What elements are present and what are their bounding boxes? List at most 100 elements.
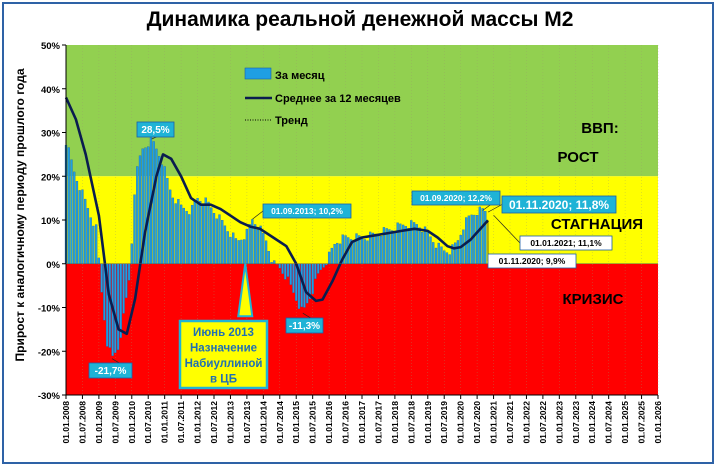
month-bar — [448, 254, 451, 264]
month-bar — [75, 180, 79, 264]
callout-arrow — [237, 263, 254, 318]
month-bar — [360, 237, 364, 264]
month-bar — [201, 204, 205, 264]
month-bar — [188, 214, 191, 264]
legend-label-bars: За месяц — [275, 70, 325, 82]
x-tick-label: 01.01.2013 — [225, 401, 235, 444]
month-bar — [166, 178, 169, 264]
month-bar — [327, 251, 331, 264]
month-bar — [432, 242, 435, 264]
month-bar — [388, 229, 391, 264]
month-bar — [423, 226, 427, 264]
month-bar — [286, 263, 290, 277]
x-tick-label: 01.01.2011 — [160, 401, 170, 443]
month-bar — [138, 155, 142, 264]
annotation-box — [501, 195, 617, 214]
month-bar — [207, 201, 210, 264]
month-bar — [215, 218, 218, 264]
annotation-box — [519, 235, 613, 251]
month-bar — [465, 217, 468, 264]
month-bar — [86, 208, 90, 264]
month-bar — [355, 233, 358, 264]
legend-label-avg: Среднее за 12 месяцев — [275, 93, 401, 105]
month-bar — [160, 164, 164, 264]
month-bar — [363, 239, 366, 264]
month-bar — [243, 239, 246, 264]
month-bar — [232, 232, 235, 264]
month-bar — [322, 263, 325, 268]
month-bar — [240, 239, 243, 264]
x-tick-label: 01.01.2010 — [127, 401, 137, 444]
month-bar — [473, 214, 476, 264]
x-tick-label: 01.07.2017 — [373, 401, 383, 444]
y-tick-label: -20% — [38, 347, 61, 358]
x-tick-label: 01.01.2009 — [94, 401, 104, 444]
month-bar — [426, 231, 429, 264]
month-bar — [226, 231, 229, 264]
month-bar — [119, 263, 122, 338]
month-bar — [421, 232, 424, 264]
y-tick-label: 30% — [41, 129, 61, 140]
x-tick-label: 01.07.2020 — [472, 401, 482, 444]
month-bar — [190, 204, 194, 264]
x-tick-label: 01.07.2024 — [604, 401, 614, 444]
month-bar — [366, 240, 369, 264]
month-bar — [73, 171, 76, 264]
month-bar — [234, 238, 238, 264]
month-bar — [84, 198, 87, 264]
month-bar — [179, 204, 183, 264]
month-bar — [262, 233, 265, 264]
month-bar — [125, 263, 128, 298]
month-bar — [459, 234, 462, 264]
month-bar — [374, 233, 377, 264]
callout-line: Набиуллиной — [185, 358, 263, 370]
x-tick-label: 01.01.2016 — [324, 401, 334, 444]
chart-title: Динамика реальной денежной массы М2 — [146, 8, 574, 31]
zone-label-stagnation: СТАГНАЦИЯ — [551, 216, 643, 233]
month-bar — [245, 229, 249, 264]
month-bar — [407, 228, 410, 264]
x-tick-label: 01.01.2014 — [258, 401, 268, 444]
x-tick-label: 01.07.2016 — [341, 401, 351, 444]
x-tick-label: 01.07.2022 — [538, 401, 548, 444]
annotation-text: 01.11.2020; 11,8% — [509, 198, 609, 212]
month-bar — [116, 263, 120, 350]
month-bar — [182, 207, 185, 264]
x-tick-label: 01.07.2019 — [439, 401, 449, 444]
month-bar — [199, 201, 202, 264]
x-tick-label: 01.07.2010 — [143, 401, 153, 444]
month-bar — [133, 194, 136, 264]
month-bar — [89, 217, 92, 264]
month-bar — [67, 147, 70, 264]
callout-line: Назначение — [190, 343, 257, 355]
month-bar — [289, 263, 292, 285]
month-bar — [144, 147, 147, 264]
month-bar — [163, 166, 166, 264]
x-tick-label: 01.07.2015 — [308, 401, 318, 444]
month-bar — [147, 146, 150, 264]
annotation-box — [262, 203, 352, 219]
month-bar — [212, 213, 216, 264]
month-bar — [70, 159, 73, 264]
zone-label-growth: РОСТ — [557, 149, 598, 166]
month-bar — [196, 197, 199, 264]
legend-swatch-bars — [244, 67, 272, 80]
month-bar — [284, 263, 287, 280]
month-bar — [100, 263, 103, 293]
month-bar — [174, 203, 177, 264]
month-bar — [391, 230, 394, 264]
month-bar — [437, 242, 440, 264]
x-tick-label: 01.01.2019 — [423, 401, 433, 444]
month-bar — [319, 263, 323, 271]
month-bar — [122, 263, 125, 314]
month-bar — [218, 214, 221, 264]
month-bar — [377, 234, 380, 264]
x-tick-label: 01.07.2013 — [242, 401, 252, 444]
annotation-text: -11,3% — [289, 321, 320, 332]
month-bar — [169, 189, 172, 264]
month-bar — [429, 236, 432, 264]
month-bar — [177, 199, 180, 264]
annotation-box — [136, 121, 175, 138]
annotation-text: -21,7% — [95, 366, 127, 377]
annotation-text: 01.09.2020; 12,2% — [420, 193, 492, 203]
